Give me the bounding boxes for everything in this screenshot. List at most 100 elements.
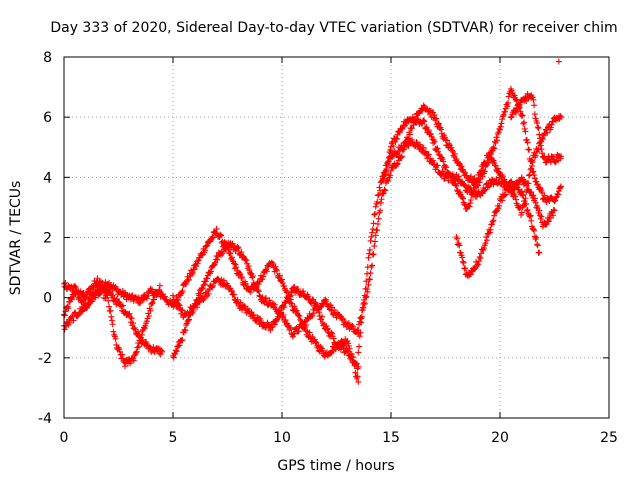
data-point bbox=[496, 202, 503, 209]
data-point bbox=[448, 144, 455, 151]
data-point bbox=[259, 276, 266, 283]
data-point bbox=[552, 197, 559, 204]
data-point bbox=[459, 194, 466, 201]
data-point bbox=[245, 263, 252, 270]
data-point bbox=[255, 287, 262, 294]
data-point bbox=[454, 241, 461, 248]
data-point bbox=[385, 158, 392, 165]
data-point bbox=[302, 321, 309, 328]
y-tick-label: 6 bbox=[43, 110, 52, 126]
data-point bbox=[558, 114, 565, 121]
x-tick-label: 0 bbox=[60, 430, 69, 446]
data-point bbox=[207, 268, 214, 275]
data-point bbox=[354, 373, 361, 380]
data-point bbox=[238, 275, 245, 282]
data-point bbox=[486, 229, 493, 236]
data-point bbox=[188, 308, 195, 315]
data-point bbox=[105, 297, 112, 304]
data-point bbox=[518, 113, 525, 120]
data-point bbox=[526, 213, 533, 220]
data-point bbox=[382, 167, 389, 174]
data-point bbox=[477, 170, 484, 177]
data-point bbox=[280, 311, 287, 318]
data-point bbox=[296, 313, 303, 320]
data-point bbox=[406, 131, 413, 138]
data-point bbox=[520, 120, 527, 127]
data-point bbox=[528, 165, 535, 172]
data-point bbox=[425, 151, 432, 158]
data-point bbox=[107, 307, 114, 314]
data-point bbox=[344, 347, 351, 354]
data-point bbox=[372, 203, 379, 210]
data-point bbox=[542, 221, 549, 228]
data-point bbox=[505, 93, 512, 100]
data-point bbox=[312, 338, 319, 345]
data-point bbox=[119, 302, 126, 309]
data-point bbox=[231, 291, 238, 298]
grid-lines bbox=[64, 57, 609, 418]
data-point bbox=[371, 211, 378, 218]
data-point bbox=[273, 267, 280, 274]
data-point bbox=[178, 289, 185, 296]
data-point bbox=[232, 261, 239, 268]
data-point bbox=[339, 341, 346, 348]
data-point bbox=[291, 303, 298, 310]
data-point bbox=[516, 205, 523, 212]
data-point bbox=[398, 126, 405, 133]
data-point bbox=[377, 199, 384, 206]
data-point bbox=[529, 159, 536, 166]
data-point bbox=[534, 181, 541, 188]
data-point bbox=[390, 143, 397, 150]
data-point bbox=[167, 297, 174, 304]
data-point bbox=[176, 302, 183, 309]
data-point bbox=[324, 325, 331, 332]
data-point bbox=[263, 295, 270, 302]
data-point bbox=[66, 319, 73, 326]
data-point bbox=[366, 250, 373, 257]
data-point bbox=[479, 173, 486, 180]
data-point bbox=[185, 276, 192, 283]
data-point bbox=[536, 207, 543, 214]
data-point bbox=[350, 354, 357, 361]
data-point bbox=[427, 131, 434, 138]
data-point bbox=[188, 271, 195, 278]
data-point bbox=[259, 294, 266, 301]
data-point bbox=[134, 344, 141, 351]
outlier-point bbox=[555, 58, 562, 65]
data-point bbox=[65, 305, 72, 312]
data-point bbox=[149, 299, 156, 306]
data-point bbox=[374, 198, 381, 205]
data-point bbox=[135, 343, 142, 350]
data-point bbox=[523, 189, 530, 196]
data-point bbox=[523, 207, 530, 214]
data-point bbox=[398, 153, 405, 160]
data-point bbox=[523, 98, 530, 105]
data-point bbox=[550, 212, 557, 219]
data-point bbox=[364, 264, 371, 271]
data-point bbox=[372, 238, 379, 245]
data-point bbox=[538, 146, 545, 153]
data-point bbox=[352, 369, 359, 376]
data-point bbox=[447, 172, 454, 179]
data-point bbox=[243, 257, 250, 264]
data-point bbox=[350, 323, 357, 330]
x-tick-labels: 0 5 10 15 20 25 bbox=[60, 430, 618, 446]
data-point bbox=[364, 288, 371, 295]
x-tick-label: 25 bbox=[600, 430, 618, 446]
data-point bbox=[227, 250, 234, 257]
data-point bbox=[420, 144, 427, 151]
data-point bbox=[286, 293, 293, 300]
data-point bbox=[273, 266, 280, 273]
data-point bbox=[555, 191, 562, 198]
data-point bbox=[529, 94, 536, 101]
data-point bbox=[526, 171, 533, 178]
data-point bbox=[551, 207, 558, 214]
data-point bbox=[466, 185, 473, 192]
data-point bbox=[530, 96, 537, 103]
data-point bbox=[405, 135, 412, 142]
data-point bbox=[422, 148, 429, 155]
data-point bbox=[490, 217, 497, 224]
data-point bbox=[126, 310, 133, 317]
data-point bbox=[531, 111, 538, 118]
axis-ticks bbox=[63, 56, 610, 419]
